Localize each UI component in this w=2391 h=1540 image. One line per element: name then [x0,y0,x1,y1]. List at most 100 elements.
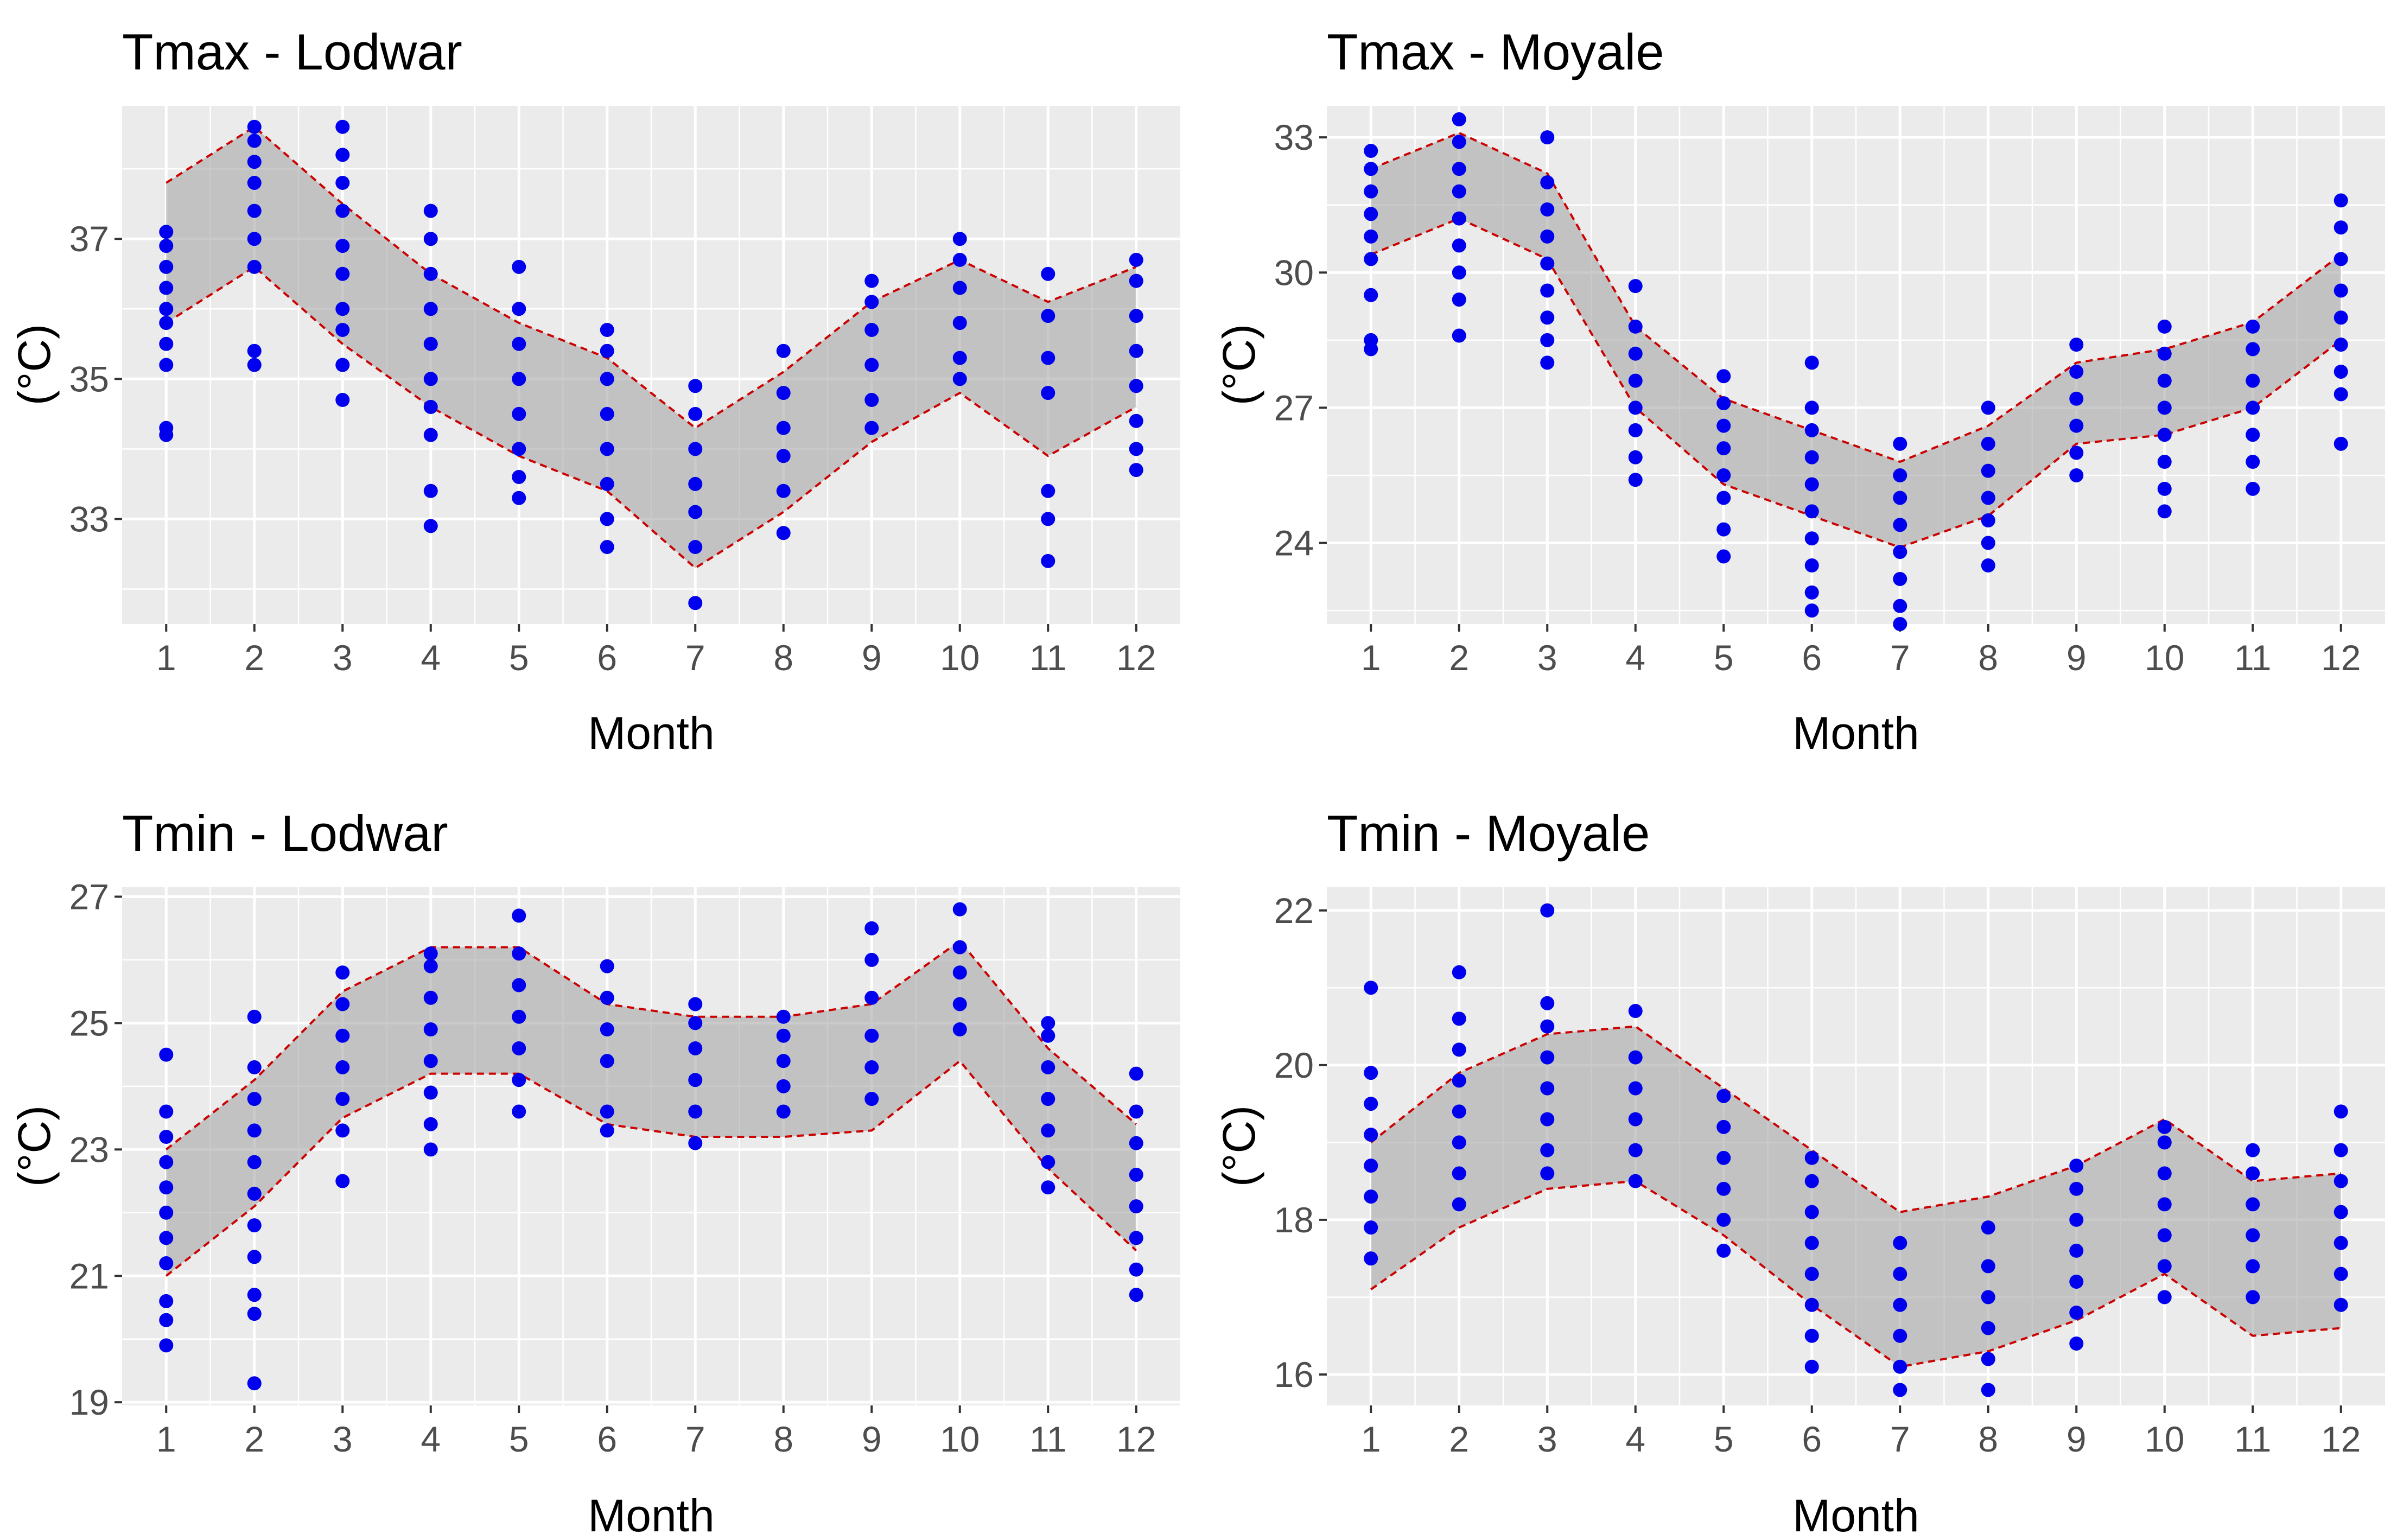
data-point [423,399,438,414]
x-tick-label: 10 [2145,1419,2184,1459]
x-tick-label: 5 [1714,1419,1734,1459]
x-tick-label: 6 [597,1419,617,1459]
data-point [423,203,438,218]
data-point [1129,1231,1143,1245]
data-point [1716,1089,1731,1103]
data-point [688,997,703,1011]
data-point [1628,346,1643,361]
data-point [247,1123,262,1138]
panel-title: Tmin - Moyale [1327,805,1650,862]
x-tick-label: 1 [156,1419,176,1459]
data-point [2246,428,2260,442]
data-point [159,1338,174,1353]
x-tick-label: 9 [862,638,882,678]
y-axis-title: (°C) [1213,324,1264,405]
data-point [423,1085,438,1100]
data-point [1452,1104,1466,1119]
data-point [1716,418,1731,433]
data-point [1452,1197,1466,1212]
data-point [776,1104,791,1119]
data-point [1041,386,1055,400]
data-point [335,239,350,253]
data-point [2157,1290,2172,1304]
y-tick-label: 19 [69,1382,109,1422]
data-point [600,1054,614,1068]
data-point [864,358,879,372]
data-point [952,940,967,954]
data-point [2069,446,2084,460]
data-point [776,421,791,435]
data-point [2157,1119,2172,1134]
data-point [512,978,526,992]
data-point [1716,369,1731,384]
data-point [1804,531,1819,546]
lower-bound-line [166,1059,1137,1277]
data-point [1041,553,1055,568]
y-axis-title: (°C) [9,1105,60,1187]
data-point [2333,1236,2348,1250]
data-point [2333,364,2348,379]
data-point [1452,238,1466,253]
x-tick-label: 4 [1625,638,1645,678]
lower-bound-line [1370,217,2342,549]
data-point [159,1294,174,1308]
data-point [423,1022,438,1037]
x-tick-label: 6 [1802,1419,1822,1459]
data-point [600,1022,614,1037]
y-tick-label: 30 [1274,252,1314,292]
data-point [864,1060,879,1074]
data-point [1540,1112,1555,1127]
data-point [688,476,703,491]
y-axis-title: (°C) [9,324,60,405]
data-point [247,1060,262,1074]
data-point [1041,309,1055,323]
data-point [1804,400,1819,415]
data-point [335,1123,350,1138]
data-point [1041,1092,1055,1106]
x-tick-label: 9 [2066,638,2087,678]
data-point [2069,1181,2084,1196]
y-tick-label: 35 [69,359,109,399]
data-point [159,239,174,253]
data-point [2069,338,2084,352]
data-point [247,119,262,134]
data-point [1364,1189,1378,1204]
data-point [1452,162,1466,176]
data-point [688,1136,703,1150]
data-point [512,442,526,456]
data-point [423,266,438,281]
data-point [688,1041,703,1055]
data-point [159,1047,174,1062]
data-point [512,406,526,421]
data-point [1041,483,1055,498]
data-point [1129,379,1143,393]
data-point [1540,333,1555,347]
data-point [2333,436,2348,451]
x-axis-title: Month [1792,1490,1919,1540]
data-point [512,491,526,505]
data-point [1981,436,1995,451]
data-point [247,155,262,169]
data-point [1804,603,1819,618]
data-point [688,379,703,393]
data-point [2246,1259,2260,1274]
data-point [2246,481,2260,496]
data-point [2069,1159,2084,1173]
data-point [247,133,262,148]
x-tick-label: 7 [1890,1419,1910,1459]
data-point [2157,373,2172,388]
data-point [1452,1042,1466,1057]
data-point [1129,1199,1143,1214]
data-point [2333,283,2348,298]
data-point [1716,1181,1731,1196]
data-point [776,1054,791,1068]
data-point [1804,355,1819,370]
data-point [1452,965,1466,979]
data-point [1893,571,1907,586]
x-tick-label: 10 [940,638,980,678]
x-tick-label: 4 [421,638,441,678]
data-point [1804,1150,1819,1165]
y-tick-label: 18 [1274,1200,1314,1240]
data-point [423,372,438,386]
data-point [864,295,879,309]
